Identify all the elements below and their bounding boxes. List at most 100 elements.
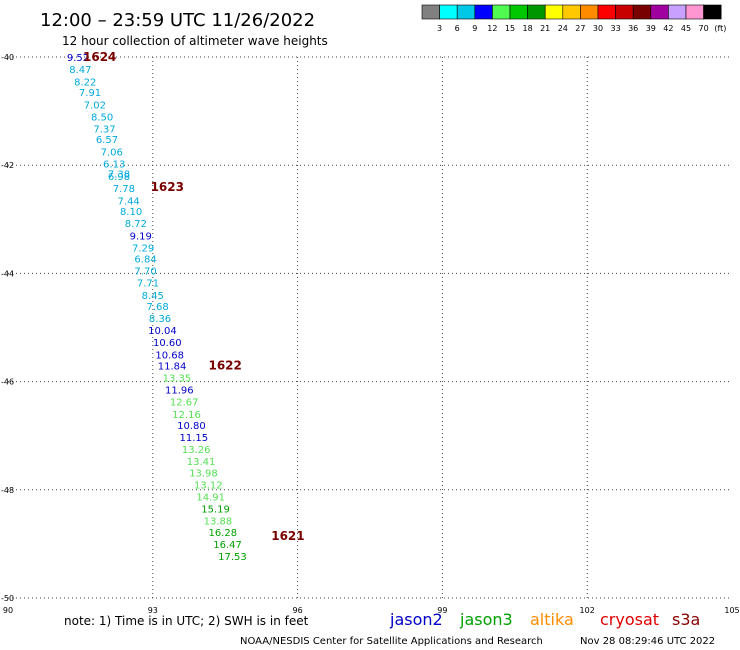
legend-swatch [580, 4, 599, 20]
wave-height-value: 7.70 [134, 267, 156, 278]
y-tick-label: -40 [1, 53, 14, 62]
wave-height-value: 12.67 [170, 398, 199, 409]
credit-text: NOAA/NESDIS Center for Satellite Applica… [240, 636, 543, 647]
legend-swatch [474, 4, 493, 20]
color-legend: 3 6 9 12 15 18 21 24 27 30 33 36 39 42 45 70 (ft) [421, 4, 726, 33]
wave-height-value: 8.45 [142, 291, 164, 302]
time-label: 1623 [151, 180, 184, 194]
wave-height-value: 11.15 [180, 433, 209, 444]
legend-swatch [544, 4, 564, 20]
legend-label: 33 [611, 24, 621, 33]
wave-height-value: 17.53 [218, 552, 247, 563]
wave-height-value: 8.47 [69, 65, 91, 76]
axis-ticks: -40 -42 -44 -46 -48 -50 90 93 96 99 102 105 [1, 53, 740, 615]
y-tick-label: -42 [1, 161, 14, 170]
chart-subtitle: 12 hour collection of altimeter wave hei… [62, 34, 328, 48]
legend-swatch [685, 4, 704, 20]
y-tick-label: -46 [1, 378, 14, 387]
wave-height-value: 10.04 [148, 326, 177, 337]
time-label: 1624 [83, 50, 116, 64]
legend-swatch [439, 4, 458, 20]
legend-swatch [421, 4, 440, 20]
legend-label: 18 [523, 24, 533, 33]
wave-height-value: 7.37 [93, 124, 115, 135]
satellite-jason3: jason3 [459, 610, 513, 629]
legend-swatch [492, 4, 511, 20]
wave-height-value: 7.29 [132, 243, 154, 254]
legend-swatch [615, 4, 634, 20]
x-tick-label: 105 [724, 606, 739, 615]
time-labels: 1624 1623 1622 1621 [83, 50, 305, 543]
legend-swatch [509, 4, 528, 20]
wave-height-value: 8.36 [149, 314, 171, 325]
wave-height-value: 11.96 [165, 386, 194, 397]
wave-height-value: 6.13 [103, 160, 125, 171]
generated-time: Nov 28 08:29:46 UTC 2022 [580, 636, 715, 647]
wave-height-value: 7.06 [101, 148, 123, 159]
satellite-legend: jason2 jason3 altika cryosat s3a [389, 610, 700, 629]
satellite-altika: altika [530, 610, 574, 629]
wave-height-value: 16.47 [213, 540, 242, 551]
chart-title: 12:00 – 23:59 UTC 11/26/2022 [40, 10, 315, 31]
wave-height-value: 7.78 [113, 184, 135, 195]
legend-swatch [456, 4, 476, 20]
data-points: 9.528.478.227.91 7.028.507.376.57 7.066.13… [67, 53, 247, 563]
wave-height-value: 16.28 [208, 528, 237, 539]
legend-label: 24 [558, 24, 568, 33]
satellite-jason2: jason2 [389, 610, 443, 629]
legend-label: 27 [575, 24, 585, 33]
legend-label: 15 [505, 24, 515, 33]
wave-height-value: 6.84 [134, 254, 156, 265]
wave-height-value: 8.50 [91, 113, 113, 124]
legend-label: 12 [487, 24, 497, 33]
legend-label: 9 [472, 24, 477, 33]
wave-height-value: 7.71 [137, 279, 159, 290]
wave-height-value: 8.10 [120, 207, 142, 218]
wave-height-value: 13.98 [189, 468, 218, 479]
legend-swatch [597, 4, 616, 20]
wave-height-value: 12.16 [172, 410, 201, 421]
wave-height-value: 7.38 [108, 169, 130, 180]
wave-height-value: 6.98 [108, 172, 130, 183]
wave-height-value: 14.91 [196, 492, 225, 503]
time-label: 1621 [271, 529, 304, 543]
wave-height-value: 10.60 [153, 338, 182, 349]
legend-label: 42 [663, 24, 673, 33]
wave-height-value: 11.84 [158, 361, 187, 372]
legend-swatch [562, 4, 581, 20]
legend-swatch [703, 4, 722, 20]
wave-height-value: 13.41 [187, 457, 216, 468]
wave-height-value: 7.44 [118, 196, 140, 207]
legend-label: 6 [455, 24, 460, 33]
legend-label: 45 [681, 24, 691, 33]
x-tick-label: 102 [580, 606, 595, 615]
wave-height-value: 6.57 [96, 135, 118, 146]
legend-label: 39 [646, 24, 656, 33]
wave-height-value: 8.22 [74, 77, 96, 88]
wave-height-value: 13.12 [194, 480, 223, 491]
wave-height-value: 7.68 [146, 302, 168, 313]
legend-label: 70 [699, 24, 709, 33]
time-label: 1622 [208, 358, 241, 372]
wave-height-value: 13.26 [182, 445, 211, 456]
legend-label: 3 [437, 24, 442, 33]
wave-height-value: 13.35 [163, 373, 192, 384]
legend-label: 30 [593, 24, 603, 33]
wave-height-value: 7.91 [79, 88, 101, 99]
legend-label: 36 [628, 24, 638, 33]
x-tick-label: 96 [293, 606, 303, 615]
wave-height-value: 13.88 [204, 517, 233, 528]
satellite-cryosat: cryosat [600, 610, 659, 629]
wave-height-value: 9.19 [130, 232, 152, 243]
wave-height-value: 15.19 [201, 505, 230, 516]
legend-swatch [527, 4, 546, 20]
satellite-s3a: s3a [672, 610, 700, 629]
chart-grid [8, 56, 732, 599]
legend-label: 21 [540, 24, 550, 33]
footer-note: note: 1) Time is in UTC; 2) SWH is in fe… [64, 614, 309, 628]
legend-swatch [650, 4, 669, 20]
wave-height-value: 10.80 [177, 421, 206, 432]
y-tick-label: -48 [1, 486, 14, 495]
wave-height-value: 9.52 [67, 53, 89, 64]
